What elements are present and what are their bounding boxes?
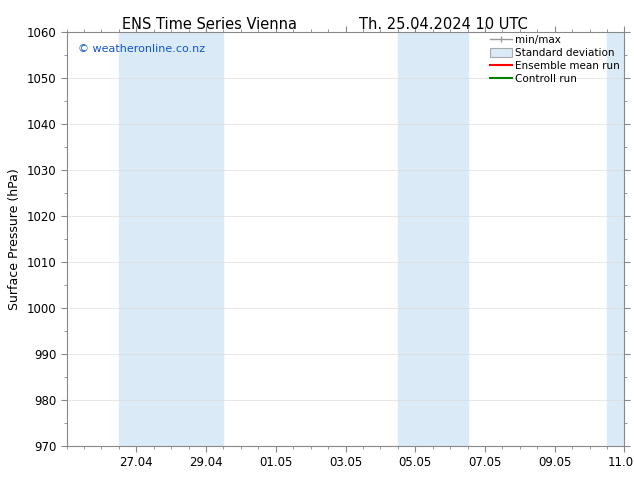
Bar [607, 32, 624, 446]
Bar [398, 32, 468, 446]
Text: Th. 25.04.2024 10 UTC: Th. 25.04.2024 10 UTC [359, 17, 528, 32]
Y-axis label: Surface Pressure (hPa): Surface Pressure (hPa) [8, 168, 21, 310]
Text: ENS Time Series Vienna: ENS Time Series Vienna [122, 17, 297, 32]
Legend: min/max, Standard deviation, Ensemble mean run, Controll run: min/max, Standard deviation, Ensemble me… [489, 35, 621, 84]
Text: © weatheronline.co.nz: © weatheronline.co.nz [78, 44, 205, 54]
Bar [119, 32, 224, 446]
